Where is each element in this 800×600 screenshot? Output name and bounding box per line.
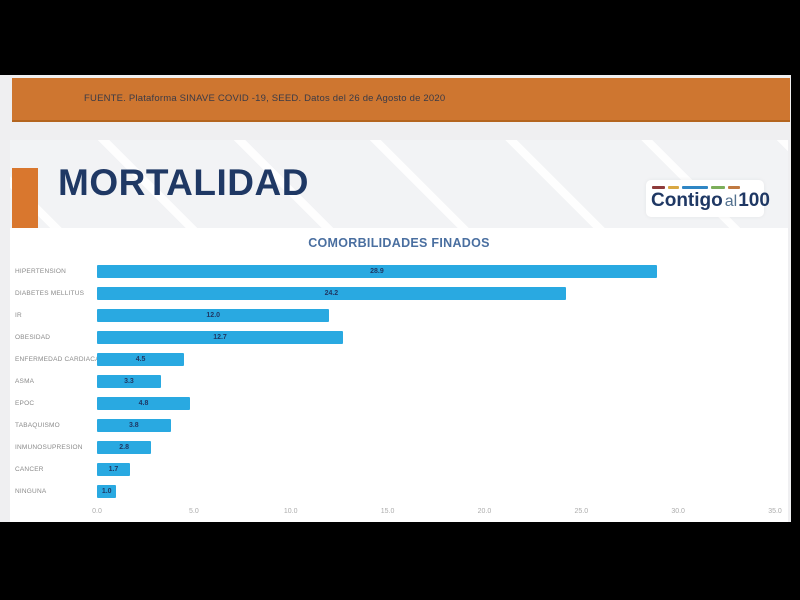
- bar-value-label: 1.0: [101, 487, 112, 495]
- category-label: ENFERMEDAD CARDIACA: [15, 355, 97, 363]
- source-text: FUENTE. Plataforma SINAVE COVID -19, SEE…: [84, 93, 446, 104]
- x-tick-label: 0.0: [92, 508, 102, 515]
- logo-dashes: [652, 186, 759, 189]
- bar-value-label: 12.0: [206, 311, 221, 319]
- bar-value-label: 2.8: [119, 443, 129, 451]
- x-tick-label: 15.0: [380, 508, 395, 515]
- source-banner: FUENTE. Plataforma SINAVE COVID -19, SEE…: [12, 78, 790, 122]
- category-label: IR: [15, 311, 22, 319]
- bar: 4.8: [97, 396, 190, 410]
- bar-track: 24.2: [97, 286, 775, 300]
- x-tick-label: 20.0: [477, 508, 492, 515]
- category-label: CANCER: [15, 465, 44, 473]
- category-label: OBESIDAD: [15, 333, 51, 341]
- bar: 1.7: [97, 462, 130, 476]
- logo-dash: [711, 186, 725, 189]
- bar-value-label: 24.2: [324, 289, 339, 297]
- slide-content: MORTALIDAD Contigo al100 COMORBILIDADES F…: [10, 140, 788, 522]
- bar-track: 3.8: [97, 418, 775, 432]
- bar-value-label: 12.7: [213, 333, 227, 341]
- category-label: INMUNOSUPRESION: [15, 443, 83, 451]
- chart-row: TABAQUISMO 3.8: [10, 414, 775, 436]
- category-label: ASMA: [15, 377, 35, 385]
- chart-title: COMORBILIDADES FINADOS: [308, 236, 490, 250]
- bar-track: 1.0: [97, 484, 775, 498]
- title-accent-block: [12, 168, 38, 230]
- bar-track: 4.5: [97, 352, 775, 366]
- x-tick-label: 10.0: [283, 508, 298, 515]
- bar-value-label: 4.8: [138, 399, 149, 407]
- bar: 28.9: [97, 264, 657, 278]
- bar: 12.7: [97, 330, 344, 344]
- page-title: MORTALIDAD: [58, 162, 309, 203]
- chart-row: NINGUNA 1.0: [10, 480, 775, 502]
- bar-track: 1.7: [97, 462, 775, 476]
- contigo-al-100-logo: Contigo al100: [646, 180, 770, 217]
- bar-track: 2.8: [97, 440, 775, 454]
- logo-dash: [668, 186, 679, 189]
- category-label: TABAQUISMO: [15, 421, 60, 429]
- chart-row: DIABETES MELLITUS 24.2: [10, 282, 775, 304]
- chart-row: HIPERTENSION 28.9: [10, 260, 775, 282]
- chart-row: EPOC 4.8: [10, 392, 775, 414]
- logo-text-100: 100: [738, 190, 770, 211]
- bar-track: 28.9: [97, 264, 775, 278]
- logo-text-al: al: [724, 193, 738, 210]
- chart-row: IR 12.0: [10, 304, 775, 326]
- bar-value-label: 4.5: [135, 355, 146, 363]
- category-label: EPOC: [15, 399, 35, 407]
- logo-dash: [652, 186, 665, 189]
- bar-chart: COMORBILIDADES FINADOS HIPERTENSION 28.9…: [10, 228, 788, 522]
- bar-value-label: 3.3: [124, 377, 134, 385]
- chart-row: CANCER 1.7: [10, 458, 775, 480]
- category-label: NINGUNA: [15, 487, 47, 495]
- category-label: HIPERTENSION: [15, 267, 67, 275]
- bar-value-label: 3.8: [128, 421, 139, 429]
- x-tick-label: 25.0: [574, 508, 589, 515]
- slide-page-background: FUENTE. Plataforma SINAVE COVID -19, SEE…: [0, 75, 791, 522]
- bar: 4.5: [97, 352, 185, 366]
- logo-text: Contigo al100: [651, 190, 770, 212]
- bar: 24.2: [97, 286, 566, 300]
- chart-row: ASMA 3.3: [10, 370, 775, 392]
- bar-track: 3.3: [97, 374, 775, 388]
- logo-text-contigo: Contigo: [651, 190, 723, 211]
- bar: 3.3: [97, 374, 161, 388]
- logo-dash: [682, 186, 708, 189]
- bar: 1.0: [97, 484, 117, 498]
- chart-rows: HIPERTENSION 28.9 DIABETES MELLITUS 24.2…: [10, 260, 775, 502]
- chart-row: OBESIDAD 12.7: [10, 326, 775, 348]
- x-tick-label: 35.0: [768, 508, 782, 515]
- x-axis: 0.0 5.0 10.0 15.0 20.0 25.0 30.0 35.0: [92, 506, 782, 522]
- bar-track: 4.8: [97, 396, 775, 410]
- bar: 2.8: [97, 440, 152, 454]
- category-label: DIABETES MELLITUS: [15, 289, 85, 297]
- chart-row: ENFERMEDAD CARDIACA 4.5: [10, 348, 775, 370]
- bar-track: 12.7: [97, 330, 775, 344]
- bar: 3.8: [97, 418, 171, 432]
- bar-value-label: 1.7: [108, 465, 119, 473]
- bar-track: 12.0: [97, 308, 775, 322]
- bar: 12.0: [97, 308, 330, 322]
- chart-row: INMUNOSUPRESION 2.8: [10, 436, 775, 458]
- x-tick-label: 30.0: [671, 508, 685, 515]
- x-tick-label: 5.0: [188, 508, 199, 515]
- bar-value-label: 28.9: [370, 267, 384, 275]
- logo-dash: [728, 186, 740, 189]
